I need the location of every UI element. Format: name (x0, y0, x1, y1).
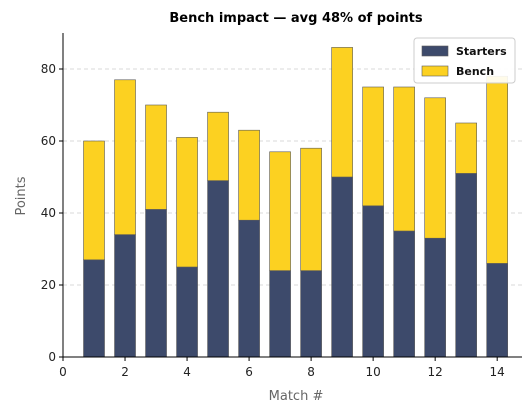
bar-starters-8 (300, 270, 322, 358)
bar-bench-2 (114, 79, 136, 235)
bar-bench-1 (83, 140, 105, 261)
bar-bench-9 (331, 47, 353, 178)
y-tick-label: 20 (41, 278, 56, 292)
bar-bench-5 (207, 111, 229, 181)
bar-starters-9 (331, 176, 353, 358)
chart-title: Bench impact — avg 48% of points (169, 11, 423, 26)
legend-swatch-starters (421, 45, 449, 57)
bar-starters-13 (455, 173, 477, 358)
legend: Starters Bench (413, 37, 516, 84)
bar-bench-11 (393, 86, 415, 232)
bar-bench-12 (424, 97, 446, 239)
bar-bench-7 (269, 151, 291, 271)
bar-starters-2 (114, 234, 136, 358)
x-tick-label: 8 (307, 365, 315, 379)
x-tick-label: 2 (121, 365, 129, 379)
y-tick-label: 40 (41, 206, 56, 220)
x-tick-label: 12 (428, 365, 443, 379)
x-axis-label: Match # (269, 389, 324, 404)
bar-bench-14 (486, 75, 508, 264)
bar-starters-3 (145, 209, 167, 358)
bar-starters-11 (393, 230, 415, 358)
bar-starters-5 (207, 180, 229, 358)
bar-starters-14 (486, 263, 508, 358)
y-tick-label: 0 (48, 350, 56, 364)
bar-bench-3 (145, 104, 167, 210)
x-tick-label: 6 (245, 365, 253, 379)
x-tick-label: 10 (365, 365, 380, 379)
bar-starters-1 (83, 259, 105, 358)
y-tick-label: 60 (41, 134, 56, 148)
bar-bench-13 (455, 122, 477, 174)
bar-bench-4 (176, 137, 198, 268)
axes: 0 2 4 6 8 10 12 14 0 20 40 60 80 (41, 33, 522, 379)
bar-bench-8 (300, 147, 322, 271)
x-tick-label: 14 (490, 365, 505, 379)
bar-starters-12 (424, 237, 446, 358)
y-axis-label: Points (14, 176, 29, 215)
bar-bench-6 (238, 129, 260, 221)
x-tick-label: 4 (183, 365, 191, 379)
bar-starters-4 (176, 266, 198, 358)
y-tick-label: 80 (41, 62, 56, 76)
legend-label-bench: Bench (456, 65, 494, 78)
bar-starters-7 (269, 270, 291, 358)
legend-swatch-bench (421, 65, 449, 77)
legend-label-starters: Starters (456, 45, 507, 58)
x-tick-label: 0 (59, 365, 67, 379)
bars (83, 47, 508, 358)
bar-starters-6 (238, 219, 260, 358)
bar-starters-10 (362, 205, 384, 358)
bar-bench-10 (362, 86, 384, 207)
